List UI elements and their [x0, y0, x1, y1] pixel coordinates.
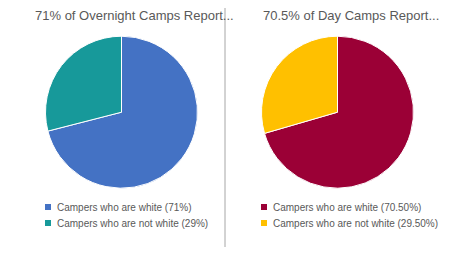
- svg-text:Campers who are not white (29%: Campers who are not white (29%): [57, 218, 208, 229]
- svg-text:70.5% of Day Camps Report...: 70.5% of Day Camps Report...: [263, 8, 439, 23]
- svg-text:Campers who are not white (29.: Campers who are not white (29.50%): [273, 218, 438, 229]
- svg-text:71% of Overnight Camps Report.: 71% of Overnight Camps Report...: [35, 8, 234, 23]
- svg-text:Campers who are white (71%): Campers who are white (71%): [57, 202, 192, 213]
- svg-text:Campers who are white (70.50%): Campers who are white (70.50%): [273, 202, 421, 213]
